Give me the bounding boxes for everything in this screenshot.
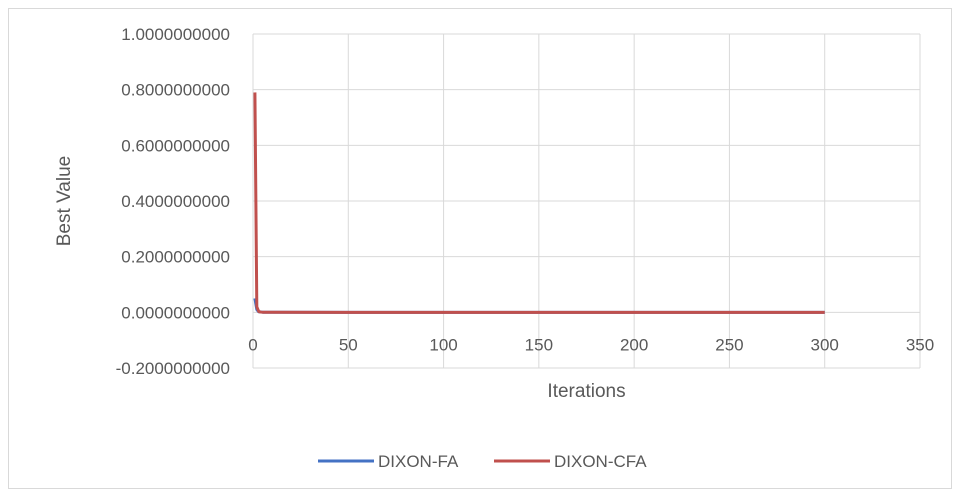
series-line-dixon-fa [253,298,825,314]
y-axis-title: Best Value [54,156,75,246]
x-tick-labels: 0 50 100 150 200 250 300 350 [248,335,934,354]
x-tick-label: 250 [715,335,743,354]
series-line-dixon-cfa [253,92,825,314]
x-tick-label: 50 [339,335,358,354]
gridlines [252,33,921,369]
y-tick-label: 0.8000000000 [121,81,230,100]
x-tick-label: 150 [525,335,553,354]
legend-label: DIXON-CFA [554,452,647,471]
x-tick-label: 200 [620,335,648,354]
y-tick-label: 0.6000000000 [121,136,230,155]
y-tick-label: 1.0000000000 [121,25,230,44]
chart-frame [8,8,952,489]
legend-label: DIXON-FA [378,452,459,471]
y-tick-label: 0.4000000000 [121,192,230,211]
y-tick-label: -0.2000000000 [116,359,230,378]
x-axis-title: Iterations [547,381,625,402]
legend: DIXON-FA DIXON-CFA [318,452,647,471]
y-tick-labels: -0.2000000000 0.0000000000 0.2000000000 0.4… [116,25,230,378]
x-tick-label: 0 [248,335,257,354]
y-tick-label: 0.0000000000 [121,303,230,322]
y-tick-label: 0.2000000000 [121,248,230,267]
x-tick-label: 100 [429,335,457,354]
x-tick-label: 300 [811,335,839,354]
x-tick-label: 350 [906,335,934,354]
series-lines [253,92,825,314]
